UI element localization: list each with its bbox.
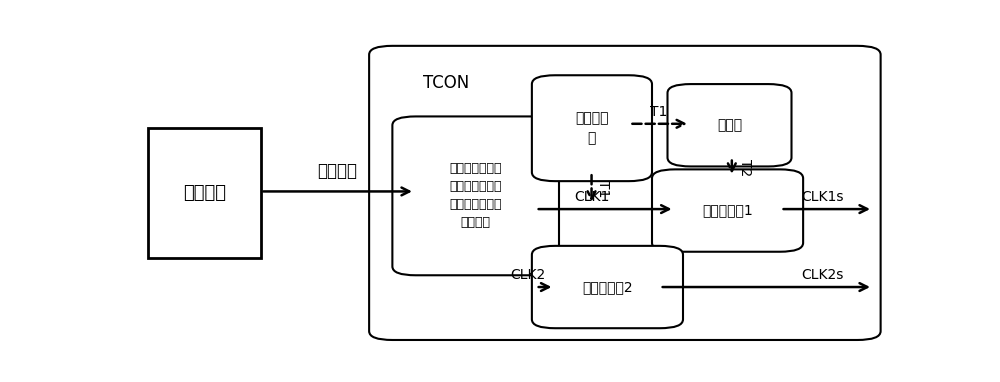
FancyBboxPatch shape bbox=[532, 246, 683, 328]
Text: T1: T1 bbox=[596, 180, 610, 197]
Text: T1: T1 bbox=[650, 105, 667, 119]
Text: 前端系统: 前端系统 bbox=[183, 184, 226, 202]
Text: CLK2s: CLK2s bbox=[801, 268, 844, 282]
Text: CLK1s: CLK1s bbox=[801, 190, 844, 204]
Text: 处理显示数据，
对时钟信号进行
拆分，生成相邻
时钟信号: 处理显示数据， 对时钟信号进行 拆分，生成相邻 时钟信号 bbox=[449, 162, 502, 229]
Text: T2: T2 bbox=[738, 159, 752, 176]
FancyBboxPatch shape bbox=[392, 117, 559, 275]
Text: 信号发生
器: 信号发生 器 bbox=[575, 112, 609, 145]
FancyBboxPatch shape bbox=[369, 46, 881, 340]
Text: 反相器: 反相器 bbox=[717, 118, 742, 132]
Text: 压控震荡器1: 压控震荡器1 bbox=[702, 204, 753, 218]
FancyBboxPatch shape bbox=[652, 169, 803, 252]
FancyBboxPatch shape bbox=[532, 75, 652, 181]
Text: CLK1: CLK1 bbox=[575, 190, 610, 204]
Text: TCON: TCON bbox=[423, 74, 470, 92]
Text: CLK2: CLK2 bbox=[510, 268, 546, 282]
FancyBboxPatch shape bbox=[668, 84, 792, 167]
Text: 显示数据: 显示数据 bbox=[317, 162, 357, 180]
FancyBboxPatch shape bbox=[148, 128, 261, 257]
Text: 压控震荡器2: 压控震荡器2 bbox=[582, 280, 633, 294]
